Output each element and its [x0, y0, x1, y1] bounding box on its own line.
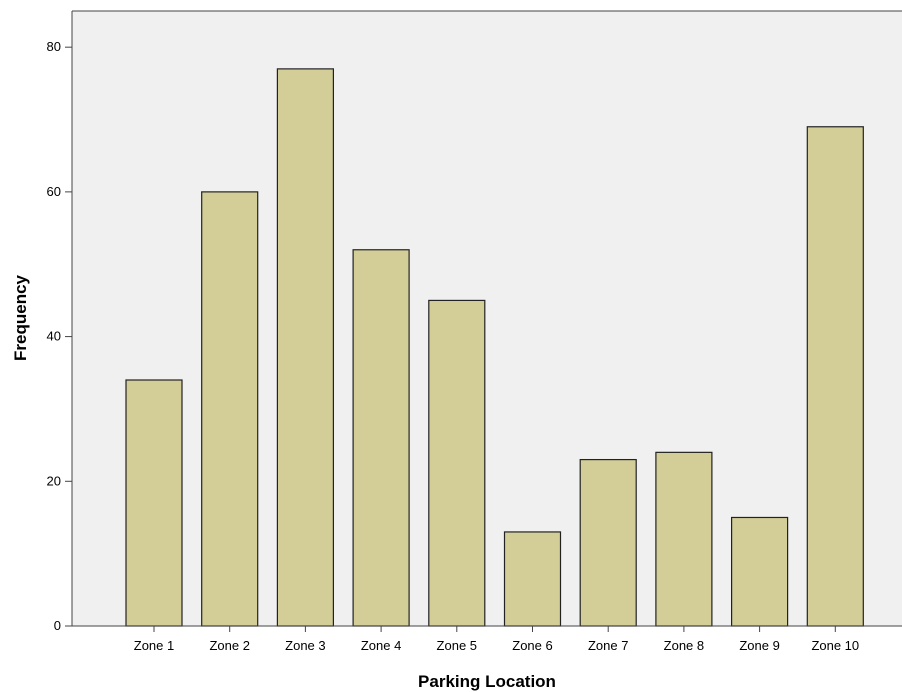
y-axis-title: Frequency [11, 274, 30, 361]
bar [125, 379, 183, 627]
y-tick-label: 80 [47, 39, 61, 54]
y-tick-label: 40 [47, 329, 61, 344]
bar [428, 299, 486, 627]
x-tick-label: Zone 8 [664, 638, 704, 653]
x-ticks-group: Zone 1 Zone 2 Zone 3 Zone 4 Zone 5 Zone 6 Zone… [134, 626, 859, 653]
bar [579, 458, 637, 627]
y-tick-label: 20 [47, 473, 61, 488]
bars-group [125, 68, 864, 627]
bar [201, 191, 259, 627]
x-tick-label: Zone 10 [811, 638, 859, 653]
y-tick-label: 0 [54, 618, 61, 633]
x-axis-title: Parking Location [418, 672, 556, 691]
x-tick-label: Zone 9 [739, 638, 779, 653]
bar [730, 516, 789, 627]
y-ticks-group: 0 20 40 60 80 [47, 39, 72, 633]
x-tick-label: Zone 7 [588, 638, 628, 653]
x-tick-label: Zone 3 [285, 638, 325, 653]
x-tick-label: Zone 2 [209, 638, 249, 653]
bar [276, 68, 334, 627]
bar [352, 249, 410, 627]
bar [503, 531, 562, 627]
bar [806, 126, 864, 627]
bar [655, 451, 713, 627]
x-tick-label: Zone 4 [361, 638, 401, 653]
x-tick-label: Zone 6 [512, 638, 552, 653]
x-tick-label: Zone 5 [437, 638, 477, 653]
x-tick-label: Zone 1 [134, 638, 174, 653]
y-tick-label: 60 [47, 184, 61, 199]
